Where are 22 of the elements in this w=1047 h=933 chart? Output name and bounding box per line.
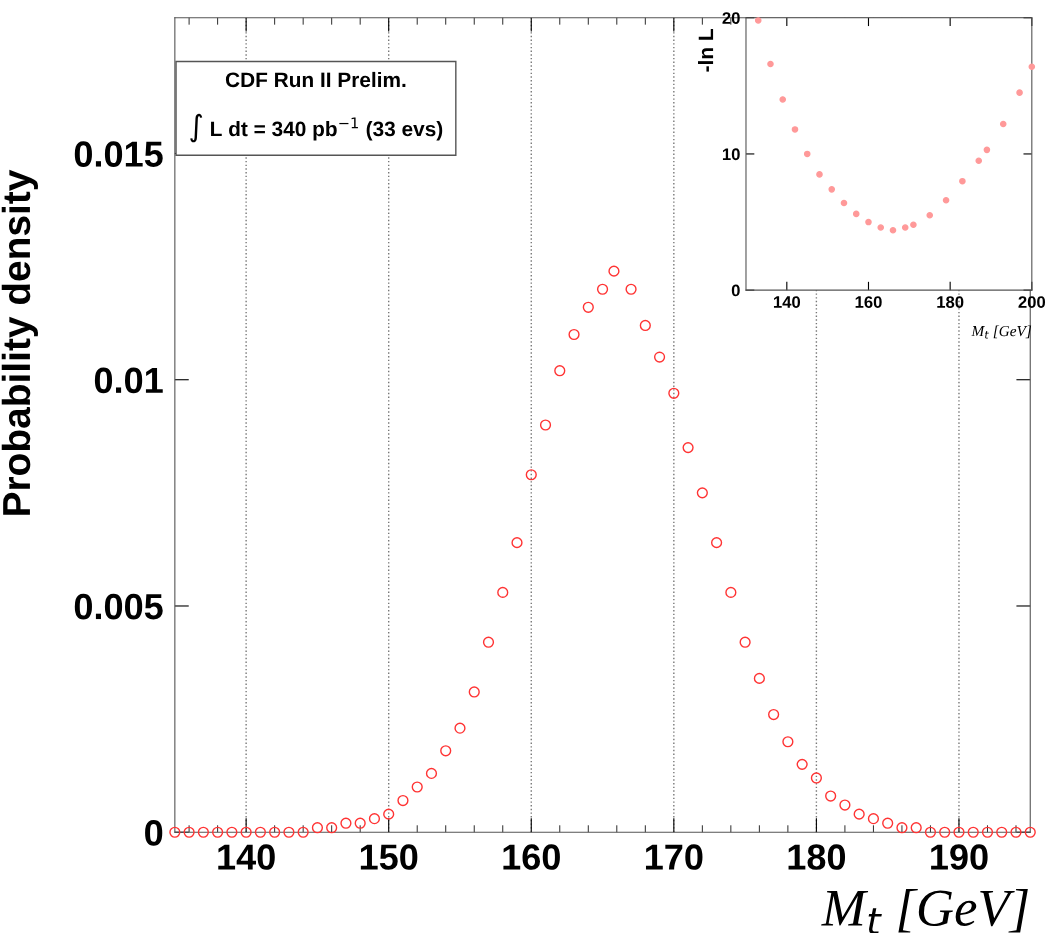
x-tick-label: 160 [855, 296, 882, 308]
y-tick-label: 10 [722, 148, 740, 161]
x-tick-label: 140 [773, 296, 801, 308]
x-tick-label: 170 [645, 844, 703, 870]
y-tick-label: 0 [731, 284, 740, 297]
x-tick-label: 190 [931, 844, 988, 870]
x-tick-label: 150 [360, 844, 418, 870]
y-tick-label: 0.01 [94, 367, 163, 394]
y-tick-label: 0.015 [74, 141, 163, 167]
y-axis-title: Probability density [1, 169, 38, 515]
annotation: ∫ L dt = 340 pb$^{−1}$ (33 evs) [190, 113, 443, 143]
x-tick-label: 140 [218, 844, 275, 870]
y-axis-title: -ln L [697, 29, 714, 72]
x-tick-label: 200 [1018, 296, 1046, 308]
annotation: CDF Run II Prelim. [225, 71, 406, 88]
x-tick-label: 160 [503, 844, 560, 870]
x-axis-title: M$_{t}$ [GeV] [971, 325, 1032, 339]
x-tick-label: 180 [788, 844, 846, 870]
y-tick-label: 20 [722, 12, 740, 24]
y-tick-label: 0 [145, 820, 163, 846]
x-tick-label: 180 [937, 296, 964, 308]
y-tick-label: 0.005 [74, 593, 163, 620]
